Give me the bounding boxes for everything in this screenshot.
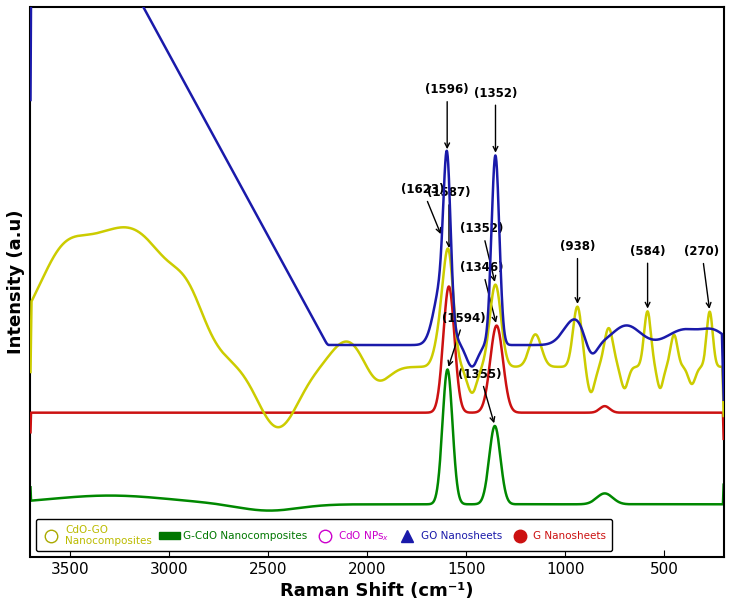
Legend: CdO-GO
Nanocomposites, G-CdO Nanocomposites, CdO NPs$_x$, GO Nanosheets, G Nanos: CdO-GO Nanocomposites, G-CdO Nanocomposi… (35, 520, 612, 551)
X-axis label: Raman Shift (cm⁻¹): Raman Shift (cm⁻¹) (280, 582, 474, 600)
Text: (1346): (1346) (460, 261, 504, 322)
Text: (584): (584) (630, 245, 665, 307)
Y-axis label: Intensity (a.u): Intensity (a.u) (7, 209, 25, 354)
Text: (1355): (1355) (458, 368, 502, 422)
Text: (1352): (1352) (474, 87, 517, 151)
Text: (1594): (1594) (443, 311, 486, 365)
Text: (270): (270) (684, 245, 720, 307)
Text: (1623): (1623) (401, 183, 444, 232)
Text: (1352): (1352) (460, 222, 504, 280)
Text: (1596): (1596) (426, 83, 469, 148)
Text: (1587): (1587) (427, 186, 471, 246)
Text: (938): (938) (560, 240, 595, 302)
